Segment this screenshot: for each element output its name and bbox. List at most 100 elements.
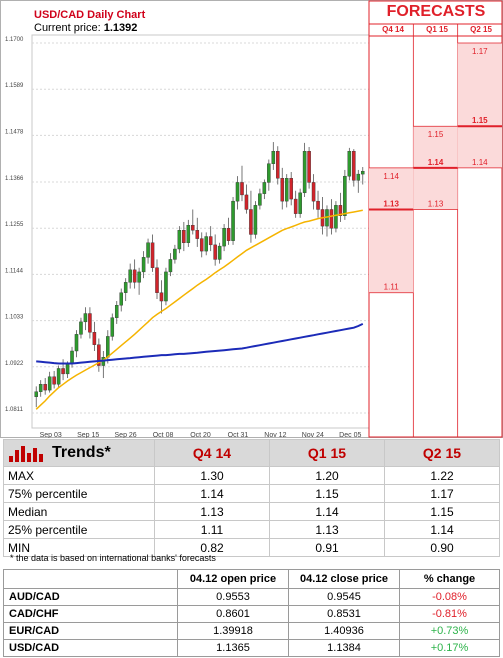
- pair-name: CAD/CHF: [3, 605, 178, 623]
- cell: 0.82: [154, 538, 270, 557]
- candle-body: [338, 205, 343, 216]
- candle-body: [195, 230, 200, 239]
- x-tick-label: Nov 12: [264, 432, 286, 438]
- forecasts-title: FORECASTS: [386, 3, 486, 20]
- candle-body: [302, 151, 307, 194]
- close-price: 0.9545: [288, 588, 400, 606]
- candle-body: [249, 209, 253, 235]
- row-label: MAX: [3, 466, 155, 485]
- candle-body: [137, 271, 141, 283]
- candle-body: [83, 313, 88, 323]
- x-tick-label: Oct 31: [228, 432, 249, 438]
- table-row: AUD/CAD 0.9553 0.9545 -0.08%: [3, 588, 500, 606]
- forecast-col-q1: Q1 15: [426, 25, 448, 34]
- candle-body: [352, 151, 356, 181]
- candle-body: [226, 228, 231, 241]
- current-price-value: 1.1392: [103, 22, 138, 34]
- close-price: 0.8531: [288, 605, 400, 623]
- table-row: MAX 1.30 1.20 1.22: [3, 466, 500, 485]
- cell: 1.22: [384, 466, 500, 485]
- candle-body: [110, 317, 115, 337]
- forecast-low-label: 1.13: [428, 199, 444, 208]
- candle-body: [253, 205, 258, 235]
- candle-body: [311, 182, 316, 202]
- candle-body: [123, 282, 128, 293]
- y-tick-label: 1.1589: [5, 83, 24, 89]
- table-row: 25% percentile 1.11 1.13 1.14: [3, 520, 500, 539]
- pair-name: USD/CAD: [3, 639, 178, 657]
- candle-body: [79, 321, 83, 335]
- cell: 0.91: [269, 538, 385, 557]
- table-row: EUR/CAD 1.39918 1.40936 +0.73%: [3, 622, 500, 640]
- row-label: 75% percentile: [3, 484, 155, 503]
- y-tick-label: 1.1478: [5, 129, 24, 135]
- cell: 1.14: [384, 520, 500, 539]
- candle-body: [47, 376, 52, 391]
- candle-body: [262, 182, 267, 194]
- x-tick-label: Sep 15: [77, 432, 99, 438]
- chart-title: USD/CAD Daily Chart: [34, 9, 146, 21]
- candle-body: [360, 170, 365, 175]
- candle-body: [65, 363, 70, 375]
- candle-body: [208, 236, 213, 246]
- x-tick-label: Nov 24: [302, 432, 324, 438]
- candle-body: [217, 245, 222, 260]
- candle-body: [289, 178, 293, 200]
- candle-body: [343, 175, 347, 216]
- candle-body: [267, 163, 271, 183]
- forecast-high-label: 1.17: [472, 47, 488, 56]
- candle-body: [284, 178, 289, 202]
- trends-col-q4: Q4 14: [154, 439, 270, 467]
- candle-body: [97, 344, 101, 366]
- pct-change: -0.08%: [399, 588, 500, 606]
- candle-body: [177, 230, 182, 250]
- moving-average-short-line: [35, 209, 363, 410]
- cell: 1.15: [269, 484, 385, 503]
- candle-body: [43, 384, 47, 391]
- candle-body: [222, 228, 226, 247]
- cell: 1.17: [384, 484, 500, 503]
- cell: 1.13: [154, 502, 270, 521]
- candle-body: [38, 384, 43, 392]
- chart-panel: 1.1700 1.1589 1.1478 1.1366 1.1255 1.1144 1.10…: [0, 0, 503, 438]
- candle-body: [74, 334, 79, 352]
- candle-body: [52, 376, 56, 385]
- table-row: MIN 0.82 0.91 0.90: [3, 538, 500, 557]
- candle-body: [231, 200, 235, 241]
- candle-body: [146, 242, 150, 258]
- candle-body: [213, 244, 217, 260]
- y-tick-label: 1.1366: [5, 176, 24, 182]
- trends-title: Trends*: [52, 444, 111, 462]
- candle-body: [114, 305, 119, 318]
- candle-body: [307, 151, 311, 183]
- pct-change: +0.17%: [399, 639, 500, 657]
- forecast-low-label: 1.14: [472, 158, 488, 167]
- current-price-label: Current price:: [34, 22, 101, 34]
- open-price: 0.9553: [177, 588, 289, 606]
- fx-col-change: % change: [399, 569, 500, 589]
- x-tick-label: Oct 20: [190, 432, 211, 438]
- pct-change: -0.81%: [399, 605, 500, 623]
- row-label: Median: [3, 502, 155, 521]
- candle-body: [159, 292, 164, 302]
- candle-body: [240, 182, 244, 196]
- x-tick-label: Sep 03: [40, 432, 62, 438]
- forecast-high-label: 1.15: [428, 130, 444, 139]
- candle-body: [182, 230, 186, 243]
- open-price: 1.1365: [177, 639, 289, 657]
- price-chart: 1.1700 1.1589 1.1478 1.1366 1.1255 1.1144 1.10…: [5, 0, 503, 438]
- forecast-col-q4: Q4 14: [382, 25, 404, 34]
- table-row: CAD/CHF 0.8601 0.8531 -0.81%: [3, 605, 500, 623]
- row-label: MIN: [3, 538, 155, 557]
- cell: 1.14: [269, 502, 385, 521]
- bar-chart-icon: [9, 445, 43, 462]
- candle-body: [141, 257, 146, 273]
- candle-body: [92, 332, 97, 345]
- candle-body: [235, 182, 240, 202]
- forecast-median-label: 1.14: [428, 158, 444, 167]
- candle-body: [293, 198, 298, 214]
- candle-body: [173, 248, 177, 260]
- cell: 1.15: [384, 502, 500, 521]
- candle-body: [316, 200, 320, 210]
- x-tick-label: Oct 08: [153, 432, 174, 438]
